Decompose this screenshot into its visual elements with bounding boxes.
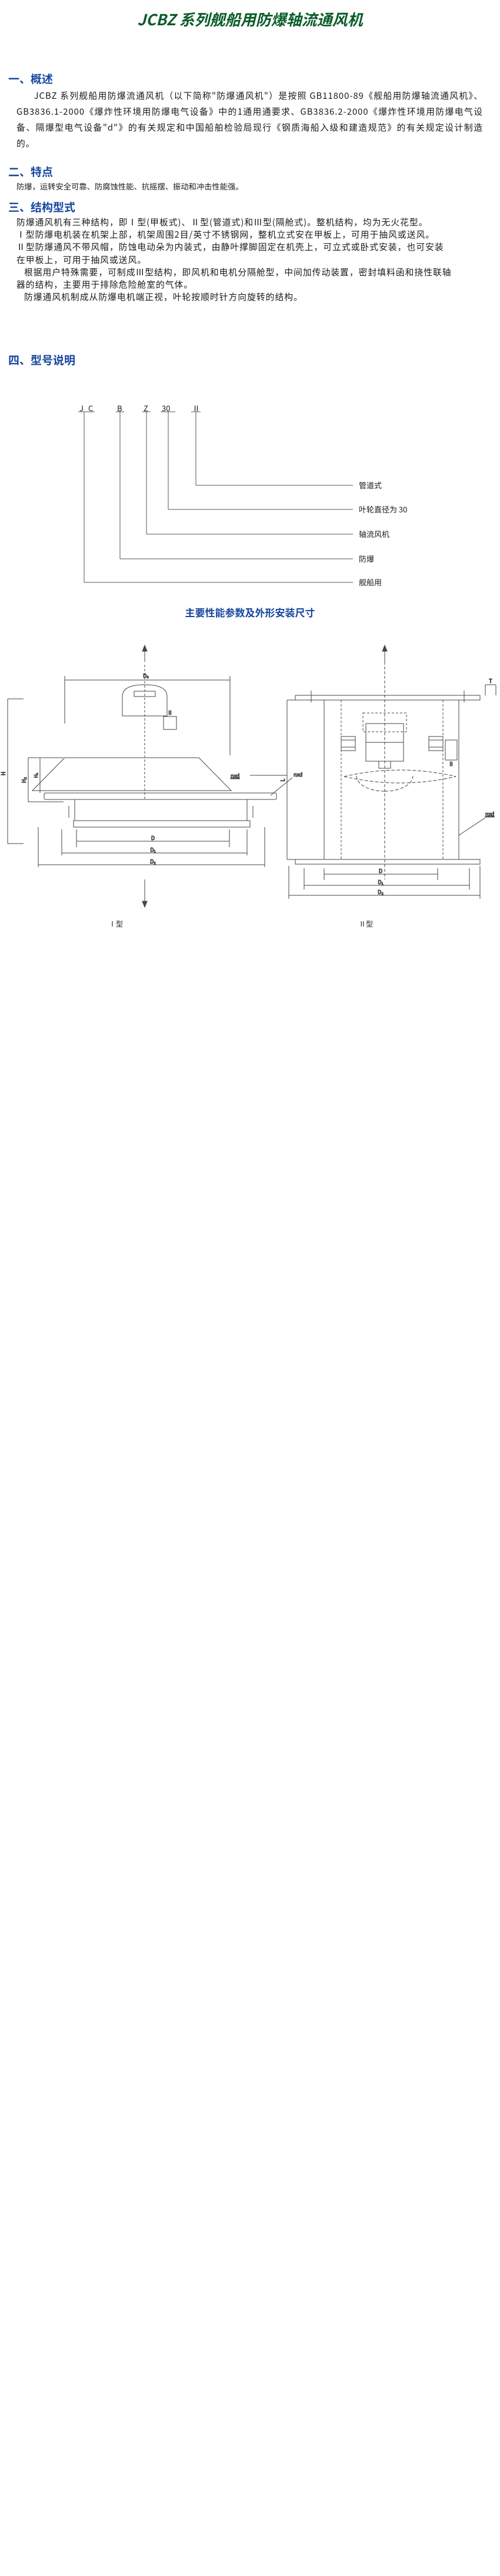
svg-text:D: D — [151, 834, 155, 842]
svg-text:nxd: nxd — [485, 810, 494, 818]
svg-text:H₂: H₂ — [20, 777, 28, 783]
svg-text:L: L — [279, 778, 286, 781]
svg-text:D₁: D₁ — [378, 878, 383, 886]
svg-text:D₂: D₂ — [378, 888, 384, 896]
svg-text:D₃: D₃ — [143, 672, 149, 679]
svg-text:Ⅱ: Ⅱ — [167, 709, 172, 717]
svg-text:H₁: H₁ — [33, 772, 39, 778]
svg-text:D: D — [379, 867, 382, 875]
svg-text:Ⅱ: Ⅱ — [448, 760, 454, 768]
svg-text:nxd: nxd — [294, 771, 302, 778]
svg-text:T: T — [489, 677, 492, 685]
svg-text:D₁: D₁ — [150, 846, 155, 854]
svg-text:nxd: nxd — [231, 772, 239, 779]
svg-text:H: H — [0, 772, 7, 776]
svg-text:D₂: D₂ — [150, 858, 156, 865]
